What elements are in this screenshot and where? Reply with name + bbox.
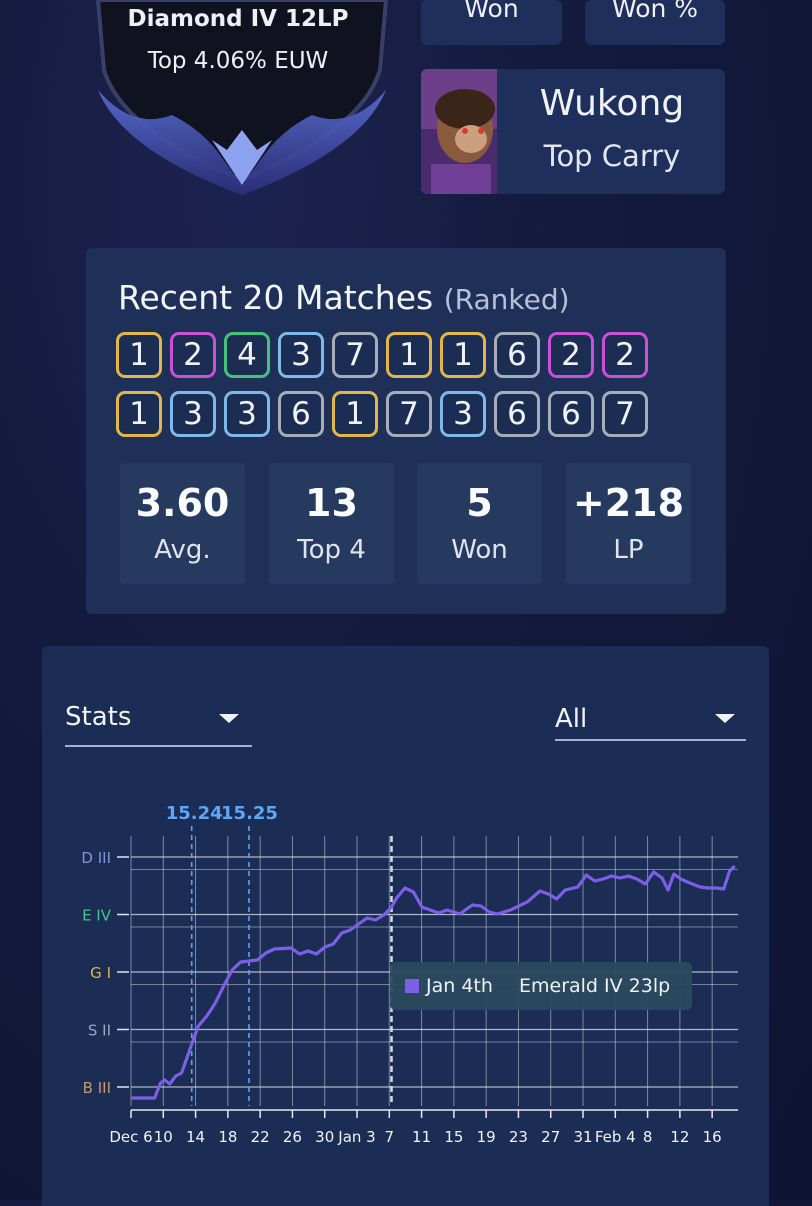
placement-badge[interactable]: 3	[224, 391, 270, 437]
patch-marker-label: 15.25	[221, 803, 278, 824]
chevron-down-icon	[219, 714, 239, 723]
stat-value: 3.60	[135, 481, 230, 525]
placement-badge[interactable]: 3	[170, 391, 216, 437]
stat-value: 5	[466, 481, 493, 525]
stat-value: 13	[305, 481, 358, 525]
chart-tooltip: Jan 4th Emerald IV 23lp	[390, 962, 692, 1010]
lp-series-line	[131, 864, 736, 1100]
y-tick-label: E IV	[82, 907, 112, 925]
placement-badge[interactable]: 2	[548, 332, 594, 378]
stat-label: Avg.	[154, 535, 211, 565]
placement-badge[interactable]: 2	[170, 332, 216, 378]
won-percent-card-label: Won %	[611, 0, 699, 23]
placement-badge[interactable]: 1	[116, 332, 162, 378]
x-tick-label: 14	[186, 1128, 205, 1146]
tooltip-background	[390, 962, 692, 1010]
champion-role: Top Carry	[543, 139, 681, 173]
x-tick-label: 7	[385, 1128, 395, 1146]
recent-matches-heading: Recent 20 Matches	[118, 278, 434, 317]
rank-emblem-icon	[95, 0, 389, 195]
stat-label: Top 4	[297, 535, 366, 565]
stat-value: +218	[572, 481, 685, 525]
x-tick-label: 26	[283, 1128, 302, 1146]
x-tick-label: Jan 3	[337, 1128, 375, 1146]
x-tick-label: 16	[703, 1128, 722, 1146]
placement-badge[interactable]: 4	[224, 332, 270, 378]
x-tick-label: 11	[412, 1128, 431, 1146]
placement-badge[interactable]: 7	[332, 332, 378, 378]
tooltip-swatch	[405, 979, 419, 993]
x-tick-label: 27	[541, 1128, 560, 1146]
stat-label: Won	[451, 535, 508, 565]
placement-badge[interactable]: 1	[332, 391, 378, 437]
range-dropdown-underline	[555, 739, 746, 741]
stat-won: 5 Won	[417, 463, 542, 584]
top-champion-card[interactable]: Wukong Top Carry	[421, 69, 725, 194]
placement-badge[interactable]: 7	[386, 391, 432, 437]
x-tick-label: 8	[643, 1128, 653, 1146]
x-tick-label: 19	[477, 1128, 496, 1146]
stats-dropdown-underline	[65, 745, 252, 747]
placement-badge[interactable]: 7	[602, 391, 648, 437]
rank-percentile: Top 4.06% EUW	[147, 48, 329, 74]
won-percent-card: Won %	[585, 0, 725, 45]
placement-badge[interactable]: 6	[494, 391, 540, 437]
placement-badge[interactable]: 1	[386, 332, 432, 378]
x-tick-label: 18	[218, 1128, 237, 1146]
stats-dropdown-value: Stats	[65, 702, 132, 732]
range-dropdown-value: All	[555, 704, 588, 734]
stat-label: LP	[613, 535, 644, 565]
recent-matches-subtitle: (Ranked)	[443, 283, 570, 316]
placement-badge[interactable]: 3	[440, 391, 486, 437]
x-tick-label: 23	[509, 1128, 528, 1146]
rank-history-panel: Stats All D III E IV G I S II B III Dec 6 10 14…	[42, 646, 769, 1206]
tooltip-value: Emerald IV 23lp	[519, 975, 670, 997]
stat-top4: 13 Top 4	[269, 463, 394, 584]
placement-badge[interactable]: 6	[278, 391, 324, 437]
y-tick-label: B III	[83, 1079, 111, 1097]
stat-average: 3.60 Avg.	[120, 463, 245, 584]
placement-badge[interactable]: 1	[440, 332, 486, 378]
x-tick-label: 15	[444, 1128, 463, 1146]
x-tick-label: 10	[154, 1128, 173, 1146]
x-tick-label: Feb 4	[595, 1128, 636, 1146]
x-tick-label: 12	[670, 1128, 689, 1146]
x-tick-label: 30	[315, 1128, 334, 1146]
placement-badge[interactable]: 1	[116, 391, 162, 437]
y-tick-label: D III	[81, 849, 111, 867]
x-tick-label: Dec 6	[109, 1128, 152, 1146]
placement-badge[interactable]: 6	[548, 391, 594, 437]
x-tick-label: 22	[251, 1128, 270, 1146]
y-tick-label: S II	[88, 1022, 111, 1040]
y-tick-label: G I	[90, 964, 111, 982]
tooltip-date: Jan 4th	[425, 975, 493, 997]
champion-portrait	[421, 69, 497, 194]
patch-marker-label: 15.24	[166, 803, 223, 824]
champion-name: Wukong	[539, 83, 685, 124]
won-card-label: Won	[464, 0, 519, 23]
won-card: Won	[421, 0, 562, 45]
recent-matches-title: Recent 20 Matches (Ranked)	[118, 278, 570, 317]
placement-badge[interactable]: 6	[494, 332, 540, 378]
x-tick-label: 31	[573, 1128, 592, 1146]
rank-tier: Diamond IV 12LP	[127, 6, 349, 32]
placement-badge[interactable]: 2	[602, 332, 648, 378]
stat-lp: +218 LP	[566, 463, 691, 584]
chevron-down-icon	[715, 714, 735, 723]
placement-badge[interactable]: 3	[278, 332, 324, 378]
